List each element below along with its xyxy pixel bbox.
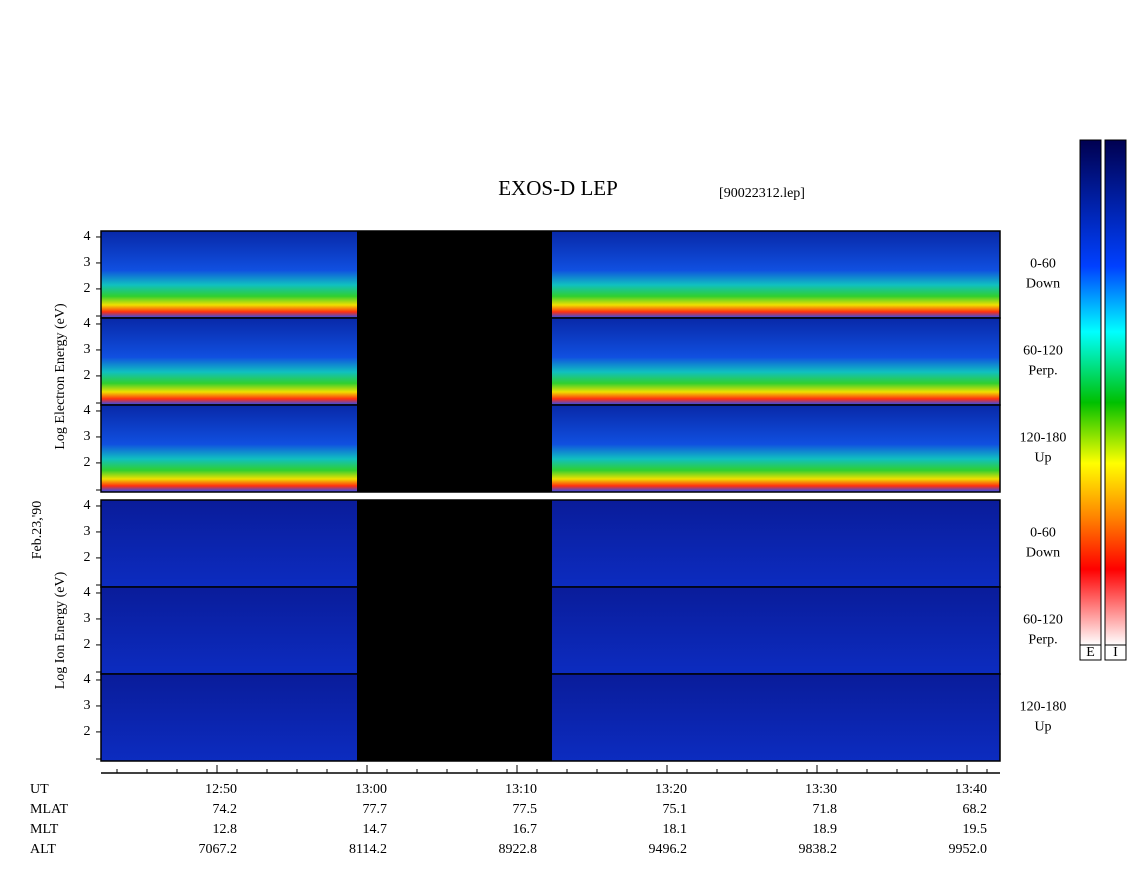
- panel-label: 60-120: [1023, 344, 1063, 359]
- row-value: 71.8: [813, 802, 838, 817]
- row-value: 13:00: [355, 782, 387, 797]
- row-name: ALT: [30, 842, 56, 857]
- data-gap: [357, 231, 552, 318]
- row-value: 9496.2: [649, 842, 688, 857]
- date-label: Feb.23,'90: [30, 501, 45, 560]
- panel-frame: [100, 404, 1001, 493]
- y-axis-label: Log Ion Energy (eV): [53, 571, 68, 689]
- y-tick-label: 2: [84, 368, 91, 383]
- y-tick-label: 4: [84, 498, 91, 513]
- y-tick-label: 2: [84, 724, 91, 739]
- row-name: MLAT: [30, 802, 69, 817]
- row-value: 68.2: [963, 802, 988, 817]
- row-value: 9952.0: [949, 842, 988, 857]
- row-value: 8114.2: [349, 842, 387, 857]
- colorbar-label: I: [1113, 645, 1118, 660]
- y-tick-label: 3: [84, 524, 91, 539]
- row-value: 16.7: [513, 822, 538, 837]
- panel-label: Up: [1034, 720, 1051, 735]
- panel-label: 60-120: [1023, 613, 1063, 628]
- row-value: 13:20: [655, 782, 687, 797]
- data-gap: [357, 318, 552, 405]
- y-tick-label: 4: [84, 229, 91, 244]
- y-tick-label: 4: [84, 672, 91, 687]
- data-gap: [357, 405, 552, 492]
- title: EXOS-D LEP: [498, 176, 618, 200]
- row-value: 18.1: [663, 822, 688, 837]
- colorbar-box: [1104, 644, 1127, 661]
- y-axis-label: Log Electron Energy (eV): [53, 303, 68, 450]
- y-tick-label: 2: [84, 281, 91, 296]
- panel-label: 0-60: [1030, 257, 1056, 272]
- panel-label: Down: [1026, 546, 1060, 561]
- row-value: 77.7: [363, 802, 388, 817]
- colorbar: [1079, 139, 1102, 646]
- y-tick-label: 3: [84, 611, 91, 626]
- row-value: 7067.2: [199, 842, 238, 857]
- row-value: 13:30: [805, 782, 837, 797]
- y-tick-label: 2: [84, 637, 91, 652]
- panel-label: 0-60: [1030, 526, 1056, 541]
- panel-label: 120-180: [1020, 700, 1067, 715]
- panel-label: Perp.: [1028, 364, 1057, 379]
- row-value: 75.1: [663, 802, 688, 817]
- y-tick-label: 3: [84, 698, 91, 713]
- y-tick-label: 4: [84, 585, 91, 600]
- row-value: 9838.2: [799, 842, 838, 857]
- y-tick-label: 3: [84, 342, 91, 357]
- panel-label: Up: [1034, 451, 1051, 466]
- row-value: 77.5: [513, 802, 538, 817]
- row-value: 13:10: [505, 782, 537, 797]
- y-tick-label: 4: [84, 316, 91, 331]
- file-label: [90022312.lep]: [719, 186, 805, 201]
- y-tick-label: 2: [84, 455, 91, 470]
- row-value: 74.2: [213, 802, 238, 817]
- panel-frame: [100, 673, 1001, 762]
- row-value: 12.8: [213, 822, 238, 837]
- row-value: 18.9: [813, 822, 838, 837]
- y-tick-label: 2: [84, 550, 91, 565]
- colorbar-label: E: [1086, 645, 1095, 660]
- panel-label: Down: [1026, 277, 1060, 292]
- y-tick-label: 3: [84, 255, 91, 270]
- y-tick-label: 4: [84, 403, 91, 418]
- row-value: 8922.8: [499, 842, 538, 857]
- panel-label: Perp.: [1028, 633, 1057, 648]
- data-gap: [357, 674, 552, 761]
- data-gap: [357, 587, 552, 674]
- row-value: 19.5: [963, 822, 988, 837]
- row-value: 12:50: [205, 782, 237, 797]
- row-value: 14.7: [363, 822, 388, 837]
- colorbar: [1104, 139, 1127, 646]
- row-name: MLT: [30, 822, 59, 837]
- colorbar-box: [1079, 644, 1102, 661]
- data-gap: [357, 500, 552, 587]
- y-tick-label: 3: [84, 429, 91, 444]
- row-name: UT: [30, 782, 49, 797]
- panel-label: 120-180: [1020, 431, 1067, 446]
- row-value: 13:40: [955, 782, 987, 797]
